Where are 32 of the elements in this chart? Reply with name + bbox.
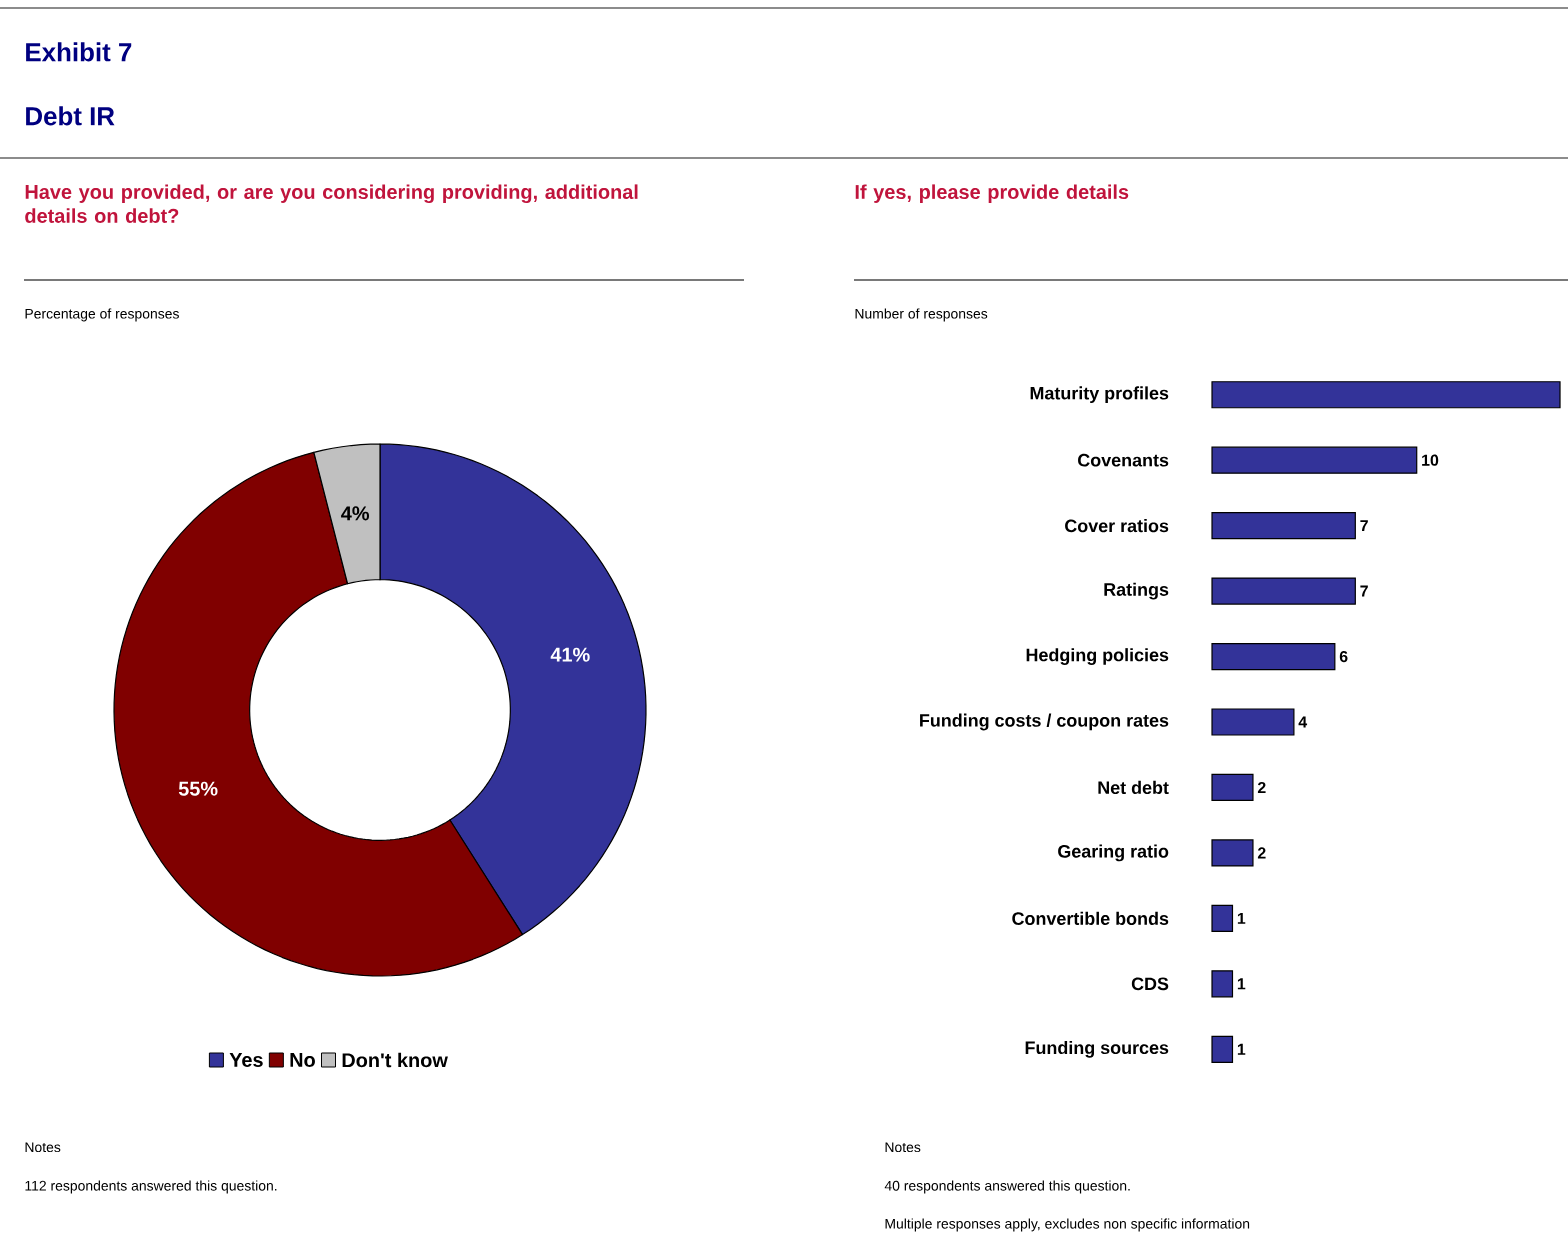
bar [1211, 904, 1234, 932]
y-tick-label: Funding costs / coupon rates [920, 713, 1169, 731]
bar [1211, 577, 1356, 605]
y-tick-label: Maturity profiles [1030, 386, 1169, 404]
text: If yes, please provide details [855, 184, 1129, 203]
text: Debt IR [26, 106, 115, 126]
legend-label: Yes [229, 1053, 263, 1067]
bar [1211, 773, 1254, 802]
data-label: 55% [178, 781, 218, 796]
legend-label: Don't know [342, 1052, 448, 1068]
bar [1211, 970, 1234, 998]
y-tick-label: Gearing ratio [1058, 844, 1169, 862]
y-tick-label: Covenants [1078, 453, 1169, 467]
bar [1211, 381, 1561, 409]
y-tick-label: Ratings [1104, 582, 1169, 600]
text: Exhibit 7 [26, 42, 132, 62]
bar [1211, 839, 1254, 867]
bar [1211, 1035, 1234, 1063]
data-label: 41% [550, 647, 590, 662]
y-tick-label: Hedging policies [1026, 648, 1169, 665]
legend-label: No [290, 1053, 315, 1067]
y-tick-label: Net debt [1098, 780, 1169, 795]
bar [1211, 642, 1336, 671]
y-tick-label: CDS [1131, 977, 1169, 991]
bar [1211, 708, 1295, 736]
y-tick-label: Funding sources [1025, 1040, 1169, 1058]
bar [1211, 512, 1356, 540]
y-tick-label: Convertible bonds [1012, 911, 1169, 925]
y-tick-label: Cover ratios [1065, 519, 1169, 533]
chart-title: Have you provided, or are you considering providing, additional details on debt? [25, 184, 638, 223]
bar [1211, 446, 1418, 474]
data-label: 4% [341, 506, 370, 521]
